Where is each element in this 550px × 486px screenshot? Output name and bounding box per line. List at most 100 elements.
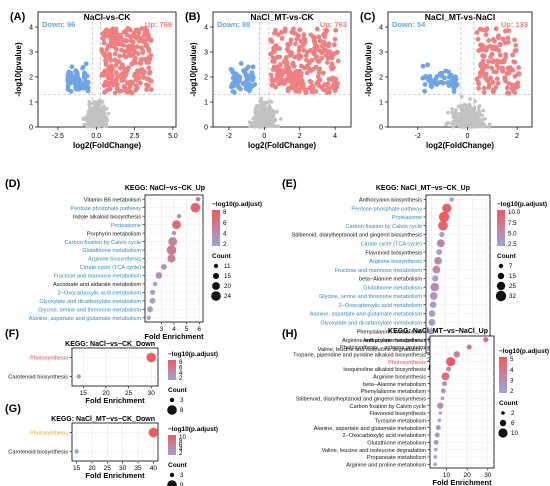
pathway-term-label: 2−Oxocarboxylic acid metabolism [339, 303, 423, 309]
up-gene-point [493, 26, 499, 32]
ns-gene-point [269, 115, 273, 120]
up-gene-point [129, 61, 135, 67]
ns-gene-point [469, 124, 473, 129]
up-gene-point [146, 65, 152, 71]
pathway-term-label: Alanine, aspartate and glutamate metabol… [310, 312, 423, 318]
up-gene-point [516, 65, 522, 70]
up-gene-point [296, 87, 302, 93]
up-gene-point [332, 42, 337, 48]
up-gene-point [333, 76, 339, 82]
up-gene-point [117, 53, 123, 59]
up-gene-point [489, 51, 495, 57]
enrichment-dot [155, 272, 163, 279]
up-gene-point [125, 26, 131, 31]
ns-gene-point [275, 109, 279, 114]
x-tick-label: 2 [298, 133, 302, 140]
up-gene-point [316, 70, 322, 76]
up-gene-point [272, 48, 278, 54]
enrichment-dot [430, 282, 440, 292]
up-gene-point [284, 54, 289, 60]
ns-gene-point [456, 104, 461, 109]
size-legend-label: 24 [224, 293, 231, 300]
up-gene-point [118, 65, 123, 71]
up-gene-point [139, 38, 145, 44]
up-gene-point [491, 88, 496, 93]
up-gene-point [506, 28, 512, 34]
down-gene-point [244, 82, 250, 88]
x-tick-label: -2 [226, 133, 232, 140]
y-tick-label: 2 [379, 75, 383, 82]
ns-gene-point [463, 111, 467, 116]
up-gene-point [128, 38, 134, 44]
dotplot-title: KEGG: NaCl_MT−vs−CK_Up [376, 185, 470, 192]
up-gene-point [504, 71, 510, 77]
ns-gene-point [453, 110, 457, 114]
enrichment-dot [149, 297, 156, 304]
up-gene-point [145, 83, 151, 88]
enrichment-dot [442, 203, 452, 213]
ns-gene-point [446, 110, 450, 115]
up-gene-point [103, 27, 109, 33]
down-gene-point [71, 79, 77, 85]
ns-gene-point [453, 114, 458, 118]
up-gene-point [277, 46, 283, 51]
enrichment-dot [176, 213, 182, 219]
up-gene-point [273, 78, 278, 83]
ns-gene-point [450, 121, 454, 126]
enrichment-dot [438, 220, 448, 231]
ns-gene-point [473, 99, 477, 104]
enrichment-dot [438, 211, 450, 223]
colorbar-tick-label: 5.0 [508, 231, 517, 238]
ns-gene-point [99, 109, 103, 114]
pathway-term-label: Stilbenoid, diarylheptanoid and gingerol… [292, 233, 423, 239]
up-gene-point [308, 79, 314, 85]
up-gene-point [133, 55, 138, 61]
colorbar-title: −log10(p.adjust) [168, 351, 218, 358]
y-tick-label: 4 [379, 25, 383, 32]
up-gene-point [493, 69, 499, 75]
up-gene-point [102, 33, 108, 38]
up-gene-point [491, 59, 497, 65]
up-gene-point [314, 81, 320, 86]
enrichment-dot [171, 230, 177, 236]
up-gene-point [475, 36, 481, 42]
ns-gene-point [101, 120, 105, 125]
ns-gene-point [263, 100, 267, 105]
up-gene-point [132, 50, 137, 55]
up-gene-point [110, 73, 115, 78]
pathway-term-label: Porphyrin metabolism [87, 231, 141, 237]
enrichment-dot [446, 366, 452, 372]
pathway-term-label: Carotenoid biosynthesis [8, 450, 68, 456]
up-gene-point [311, 34, 317, 40]
ns-gene-point [474, 114, 478, 119]
up-gene-point [288, 37, 294, 43]
size-legend-dot [495, 290, 507, 302]
down-gene-point [82, 80, 88, 86]
ns-gene-point [260, 100, 264, 105]
up-gene-point [502, 75, 508, 81]
up-gene-point [121, 83, 127, 89]
volcano-title: NaCl_MT-vs-NaCl [425, 12, 495, 22]
y-tick-label: 0 [204, 125, 208, 132]
down-gene-point [437, 71, 443, 76]
down-gene-point [238, 86, 243, 92]
pathway-term-label: 2−Oxocarboxylic acid metabolism [343, 433, 427, 439]
up-gene-point [512, 37, 517, 43]
size-legend-title: Count [497, 253, 517, 260]
up-gene-point [133, 60, 138, 66]
x-axis-label: Fold Enrichment [85, 396, 145, 405]
down-gene-point [249, 71, 255, 77]
up-gene-point [484, 26, 490, 32]
enrichment-dot [152, 281, 158, 287]
ns-gene-point [253, 114, 258, 119]
up-gene-point [326, 76, 332, 82]
up-gene-point [144, 87, 149, 92]
down-gene-point [443, 68, 449, 74]
size-legend-dot [499, 419, 507, 427]
up-gene-point [108, 57, 114, 63]
up-gene-point [319, 55, 325, 61]
up-gene-point [283, 77, 289, 83]
up-gene-point [505, 90, 510, 96]
up-gene-point [116, 59, 122, 65]
